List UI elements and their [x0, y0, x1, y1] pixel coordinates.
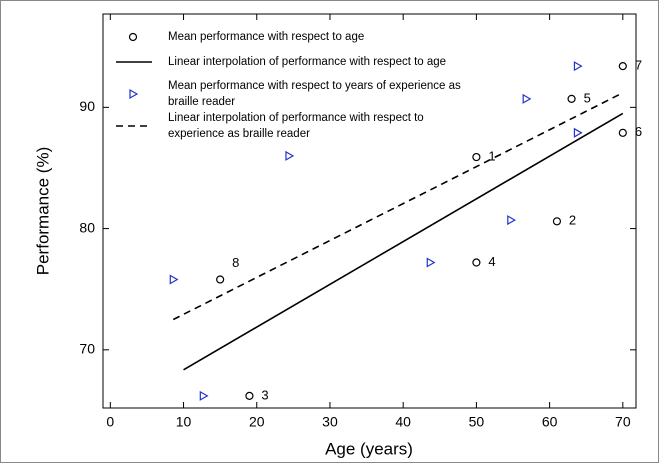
- point: [426, 257, 436, 268]
- point: [245, 391, 254, 400]
- y-tick-label: 70: [79, 341, 95, 357]
- legend-label: Linear interpolation of performance with…: [168, 56, 447, 68]
- x-tick-label: 0: [106, 414, 114, 430]
- point: [567, 94, 576, 103]
- point: [199, 390, 209, 401]
- x-tick-label: 40: [395, 414, 411, 430]
- y-tick-label: 80: [79, 219, 95, 235]
- legend-swatch: [128, 32, 138, 42]
- point: [216, 275, 225, 284]
- legend-label: Linear interpolation of performance with…: [168, 112, 424, 140]
- point: [285, 150, 295, 161]
- point: [507, 215, 517, 226]
- y-tick-label: 90: [79, 98, 95, 114]
- x-tick-label: 10: [176, 414, 192, 430]
- point: [618, 62, 627, 71]
- x-tick-label: 30: [322, 414, 338, 430]
- point-label: 1: [488, 148, 495, 163]
- point: [522, 93, 532, 104]
- point: [573, 61, 583, 72]
- point: [573, 127, 583, 138]
- x-tick-label: 60: [542, 414, 558, 430]
- point-label: 4: [488, 254, 495, 269]
- point-label: 3: [261, 387, 268, 402]
- point-label: 8: [232, 255, 239, 270]
- legend-swatch: [129, 88, 139, 100]
- x-tick-label: 50: [469, 414, 485, 430]
- point: [618, 128, 627, 137]
- point: [552, 217, 562, 226]
- plot-frame: [102, 13, 637, 409]
- point: [472, 152, 481, 162]
- point-label: 7: [635, 58, 642, 73]
- y-axis-label: Performance (%): [33, 147, 52, 275]
- point-label: 6: [635, 124, 642, 139]
- point: [169, 274, 179, 285]
- x-tick-label: 20: [249, 414, 265, 430]
- point-label: 2: [569, 213, 576, 228]
- x-tick-label: 70: [615, 414, 631, 430]
- point: [472, 258, 481, 267]
- legend-label: Mean performance with respect to years o…: [168, 80, 461, 108]
- legend-label: Mean performance with respect to age: [168, 31, 365, 43]
- x-axis-label: Age (years): [325, 439, 413, 458]
- point-label: 5: [584, 90, 591, 105]
- fit-line: [183, 112, 624, 371]
